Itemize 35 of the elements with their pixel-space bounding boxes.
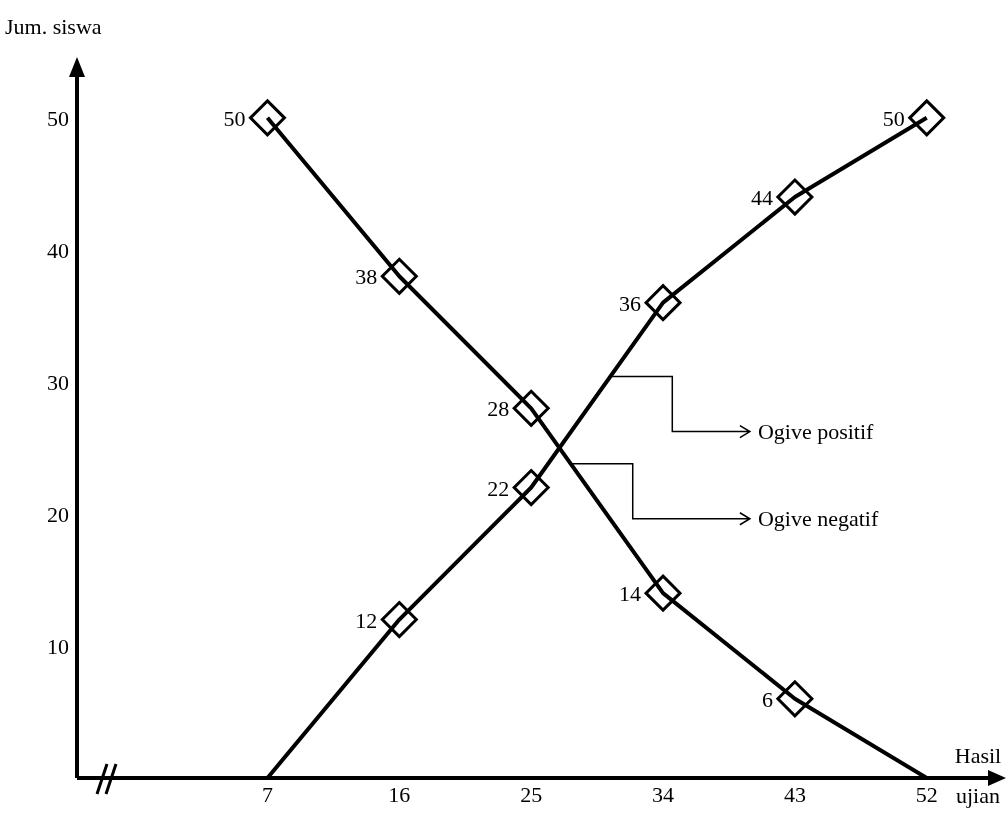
x-axis-title: Hasil ujian (953, 742, 1003, 810)
x-tick-label: 25 (520, 781, 543, 807)
legend-label: Ogive positif (757, 418, 875, 444)
y-axis-title: Jum. siswa (5, 14, 102, 40)
data-label: 38 (355, 264, 378, 290)
y-tick-label: 30 (47, 369, 69, 395)
point (776, 680, 814, 718)
point (644, 574, 682, 612)
x-tick-label: 7 (261, 781, 273, 807)
point (776, 178, 814, 216)
point (644, 284, 682, 322)
y-tick-label: 40 (47, 237, 69, 263)
data-label: 36 (619, 290, 642, 316)
data-label: 14 (619, 581, 642, 607)
data-label: 6 (761, 686, 773, 712)
data-label: 44 (750, 185, 773, 211)
point (908, 99, 946, 137)
point (512, 389, 550, 427)
data-label: 28 (487, 396, 510, 422)
point (248, 99, 286, 137)
y-tick-label: 20 (47, 501, 69, 527)
data-label: 50 (882, 105, 905, 131)
point (380, 601, 418, 639)
data-label: 50 (223, 105, 246, 131)
x-tick-label: 52 (915, 781, 938, 807)
y-tick-label: 50 (47, 105, 69, 131)
point (512, 469, 550, 507)
x-tick-label: 16 (388, 781, 411, 807)
x-tick-label: 43 (783, 781, 806, 807)
y-tick-label: 10 (47, 633, 69, 659)
legend-label: Ogive negatif (757, 505, 879, 531)
point (380, 257, 418, 295)
data-label: 22 (487, 475, 510, 501)
data-label: 12 (355, 607, 378, 633)
x-tick-label: 34 (652, 781, 675, 807)
